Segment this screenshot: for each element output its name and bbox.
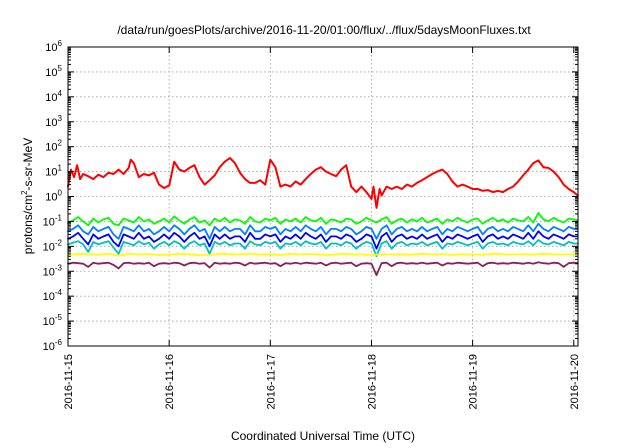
y-tick-label: 102 bbox=[45, 139, 62, 154]
x-tick-label: 2016-11-18 bbox=[366, 354, 378, 409]
x-tick-label: 2016-11-15 bbox=[63, 354, 75, 409]
y-tick-label: 105 bbox=[45, 64, 62, 79]
x-tick-label: 2016-11-17 bbox=[265, 354, 277, 409]
y-tick-label: 100 bbox=[45, 189, 62, 204]
x-tick-label: 2016-11-19 bbox=[468, 354, 480, 409]
y-tick-label: 106 bbox=[45, 39, 62, 54]
y-axis-label: protons/cm2-s-sr-MeV bbox=[20, 138, 35, 254]
series-layer bbox=[67, 157, 579, 277]
grid bbox=[68, 47, 578, 346]
y-tick-label: 101 bbox=[45, 164, 62, 179]
y-tick-label: 10-4 bbox=[43, 288, 63, 303]
series-line-3 bbox=[67, 222, 579, 240]
y-tick-label: 104 bbox=[45, 89, 62, 104]
y-axis-label-part-3: -s-sr-MeV bbox=[21, 138, 35, 191]
y-tick-label: 10-3 bbox=[43, 263, 63, 278]
y-tick-label: 10-1 bbox=[43, 213, 63, 228]
series-line-7 bbox=[67, 261, 579, 277]
chart-title: /data/run/goesPlots/archive/2016-11-20/0… bbox=[117, 23, 531, 37]
x-tick-label: 2016-11-16 bbox=[164, 354, 176, 409]
y-axis-label-part-2: 2 bbox=[20, 190, 29, 195]
y-tick-label: 10-2 bbox=[43, 238, 63, 253]
y-tick-label: 10-6 bbox=[43, 338, 63, 353]
x-tick-label: 2016-11-20 bbox=[569, 354, 581, 409]
y-tick-label: 10-5 bbox=[43, 313, 63, 328]
series-line-2 bbox=[67, 211, 579, 227]
series-line-5 bbox=[67, 239, 579, 258]
series-line-1 bbox=[67, 157, 579, 209]
series-line-6 bbox=[67, 252, 579, 257]
y-axis-label-part-1: protons/cm bbox=[21, 195, 35, 254]
x-axis-label: Coordinated Universal Time (UTC) bbox=[231, 429, 415, 443]
ticks: 10-6 10-5 10-4 10-3 10-2 10-1 100 101 102 103 104 1… bbox=[43, 39, 581, 409]
y-tick-label: 103 bbox=[45, 114, 62, 129]
series-line-4 bbox=[67, 230, 579, 250]
